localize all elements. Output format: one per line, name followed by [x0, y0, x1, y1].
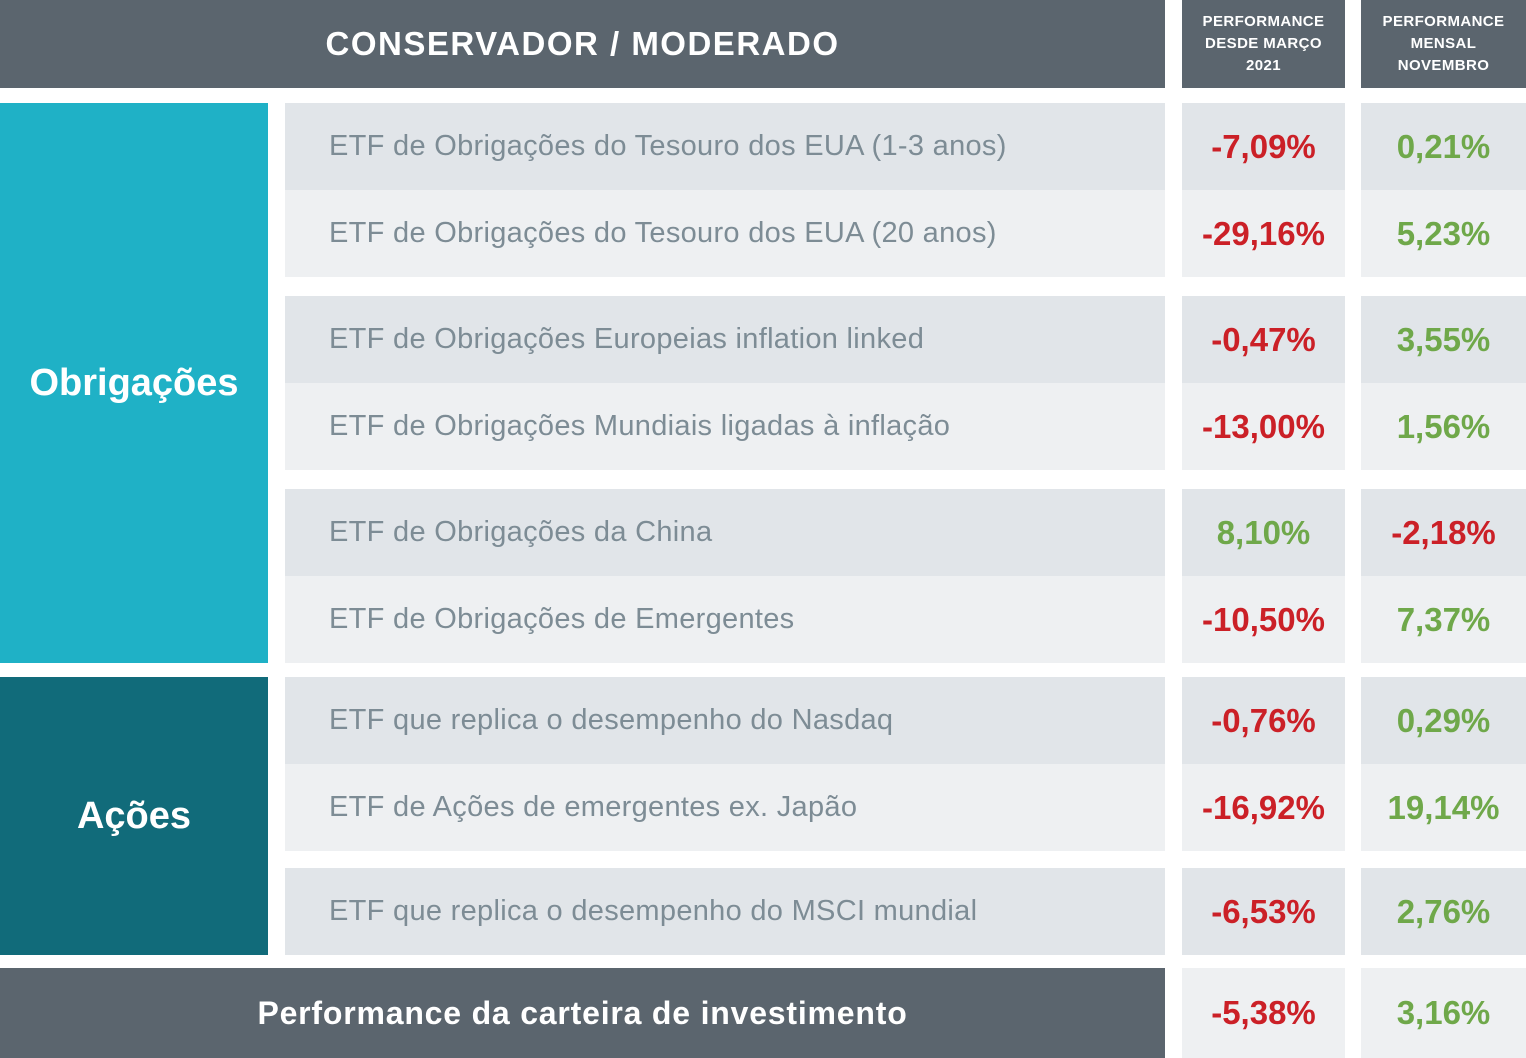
row-since-value: 8,10% — [1182, 489, 1345, 576]
row-monthly-value: -2,18% — [1361, 489, 1526, 576]
row-monthly-value: 1,56% — [1361, 383, 1526, 470]
column-header-performance-since-march: PERFORMANCE DESDE MARÇO 2021 — [1182, 0, 1345, 88]
category-label-acoes: Ações — [0, 677, 268, 955]
row-monthly-value: 2,76% — [1361, 868, 1526, 955]
row-since-value: -29,16% — [1182, 190, 1345, 277]
row-monthly-value: 19,14% — [1361, 764, 1526, 851]
row-since-value: -10,50% — [1182, 576, 1345, 663]
row-since-value: -16,92% — [1182, 764, 1345, 851]
row-monthly-value: 7,37% — [1361, 576, 1526, 663]
row-name: ETF de Obrigações do Tesouro dos EUA (20… — [285, 190, 1165, 277]
row-monthly-value: 0,21% — [1361, 103, 1526, 190]
footer-monthly-value: 3,16% — [1361, 968, 1526, 1058]
footer-title: Performance da carteira de investimento — [0, 968, 1165, 1058]
row-name: ETF de Obrigações de Emergentes — [285, 576, 1165, 663]
row-name: ETF que replica o desempenho do MSCI mun… — [285, 868, 1165, 955]
row-name: ETF de Obrigações do Tesouro dos EUA (1-… — [285, 103, 1165, 190]
row-name: ETF de Obrigações da China — [285, 489, 1165, 576]
row-since-value: -0,76% — [1182, 677, 1345, 764]
footer-since-value: -5,38% — [1182, 968, 1345, 1058]
row-since-value: -6,53% — [1182, 868, 1345, 955]
row-since-value: -13,00% — [1182, 383, 1345, 470]
column-header-performance-monthly-november: PERFORMANCE MENSAL NOVEMBRO — [1361, 0, 1526, 88]
row-since-value: -7,09% — [1182, 103, 1345, 190]
row-name: ETF de Obrigações Mundiais ligadas à inf… — [285, 383, 1165, 470]
category-label-obrigacoes: Obrigações — [0, 103, 268, 663]
row-name: ETF de Ações de emergentes ex. Japão — [285, 764, 1165, 851]
row-name: ETF que replica o desempenho do Nasdaq — [285, 677, 1165, 764]
row-monthly-value: 5,23% — [1361, 190, 1526, 277]
row-since-value: -0,47% — [1182, 296, 1345, 383]
row-monthly-value: 3,55% — [1361, 296, 1526, 383]
row-monthly-value: 0,29% — [1361, 677, 1526, 764]
table-title: CONSERVADOR / MODERADO — [0, 0, 1165, 88]
row-name: ETF de Obrigações Europeias inflation li… — [285, 296, 1165, 383]
